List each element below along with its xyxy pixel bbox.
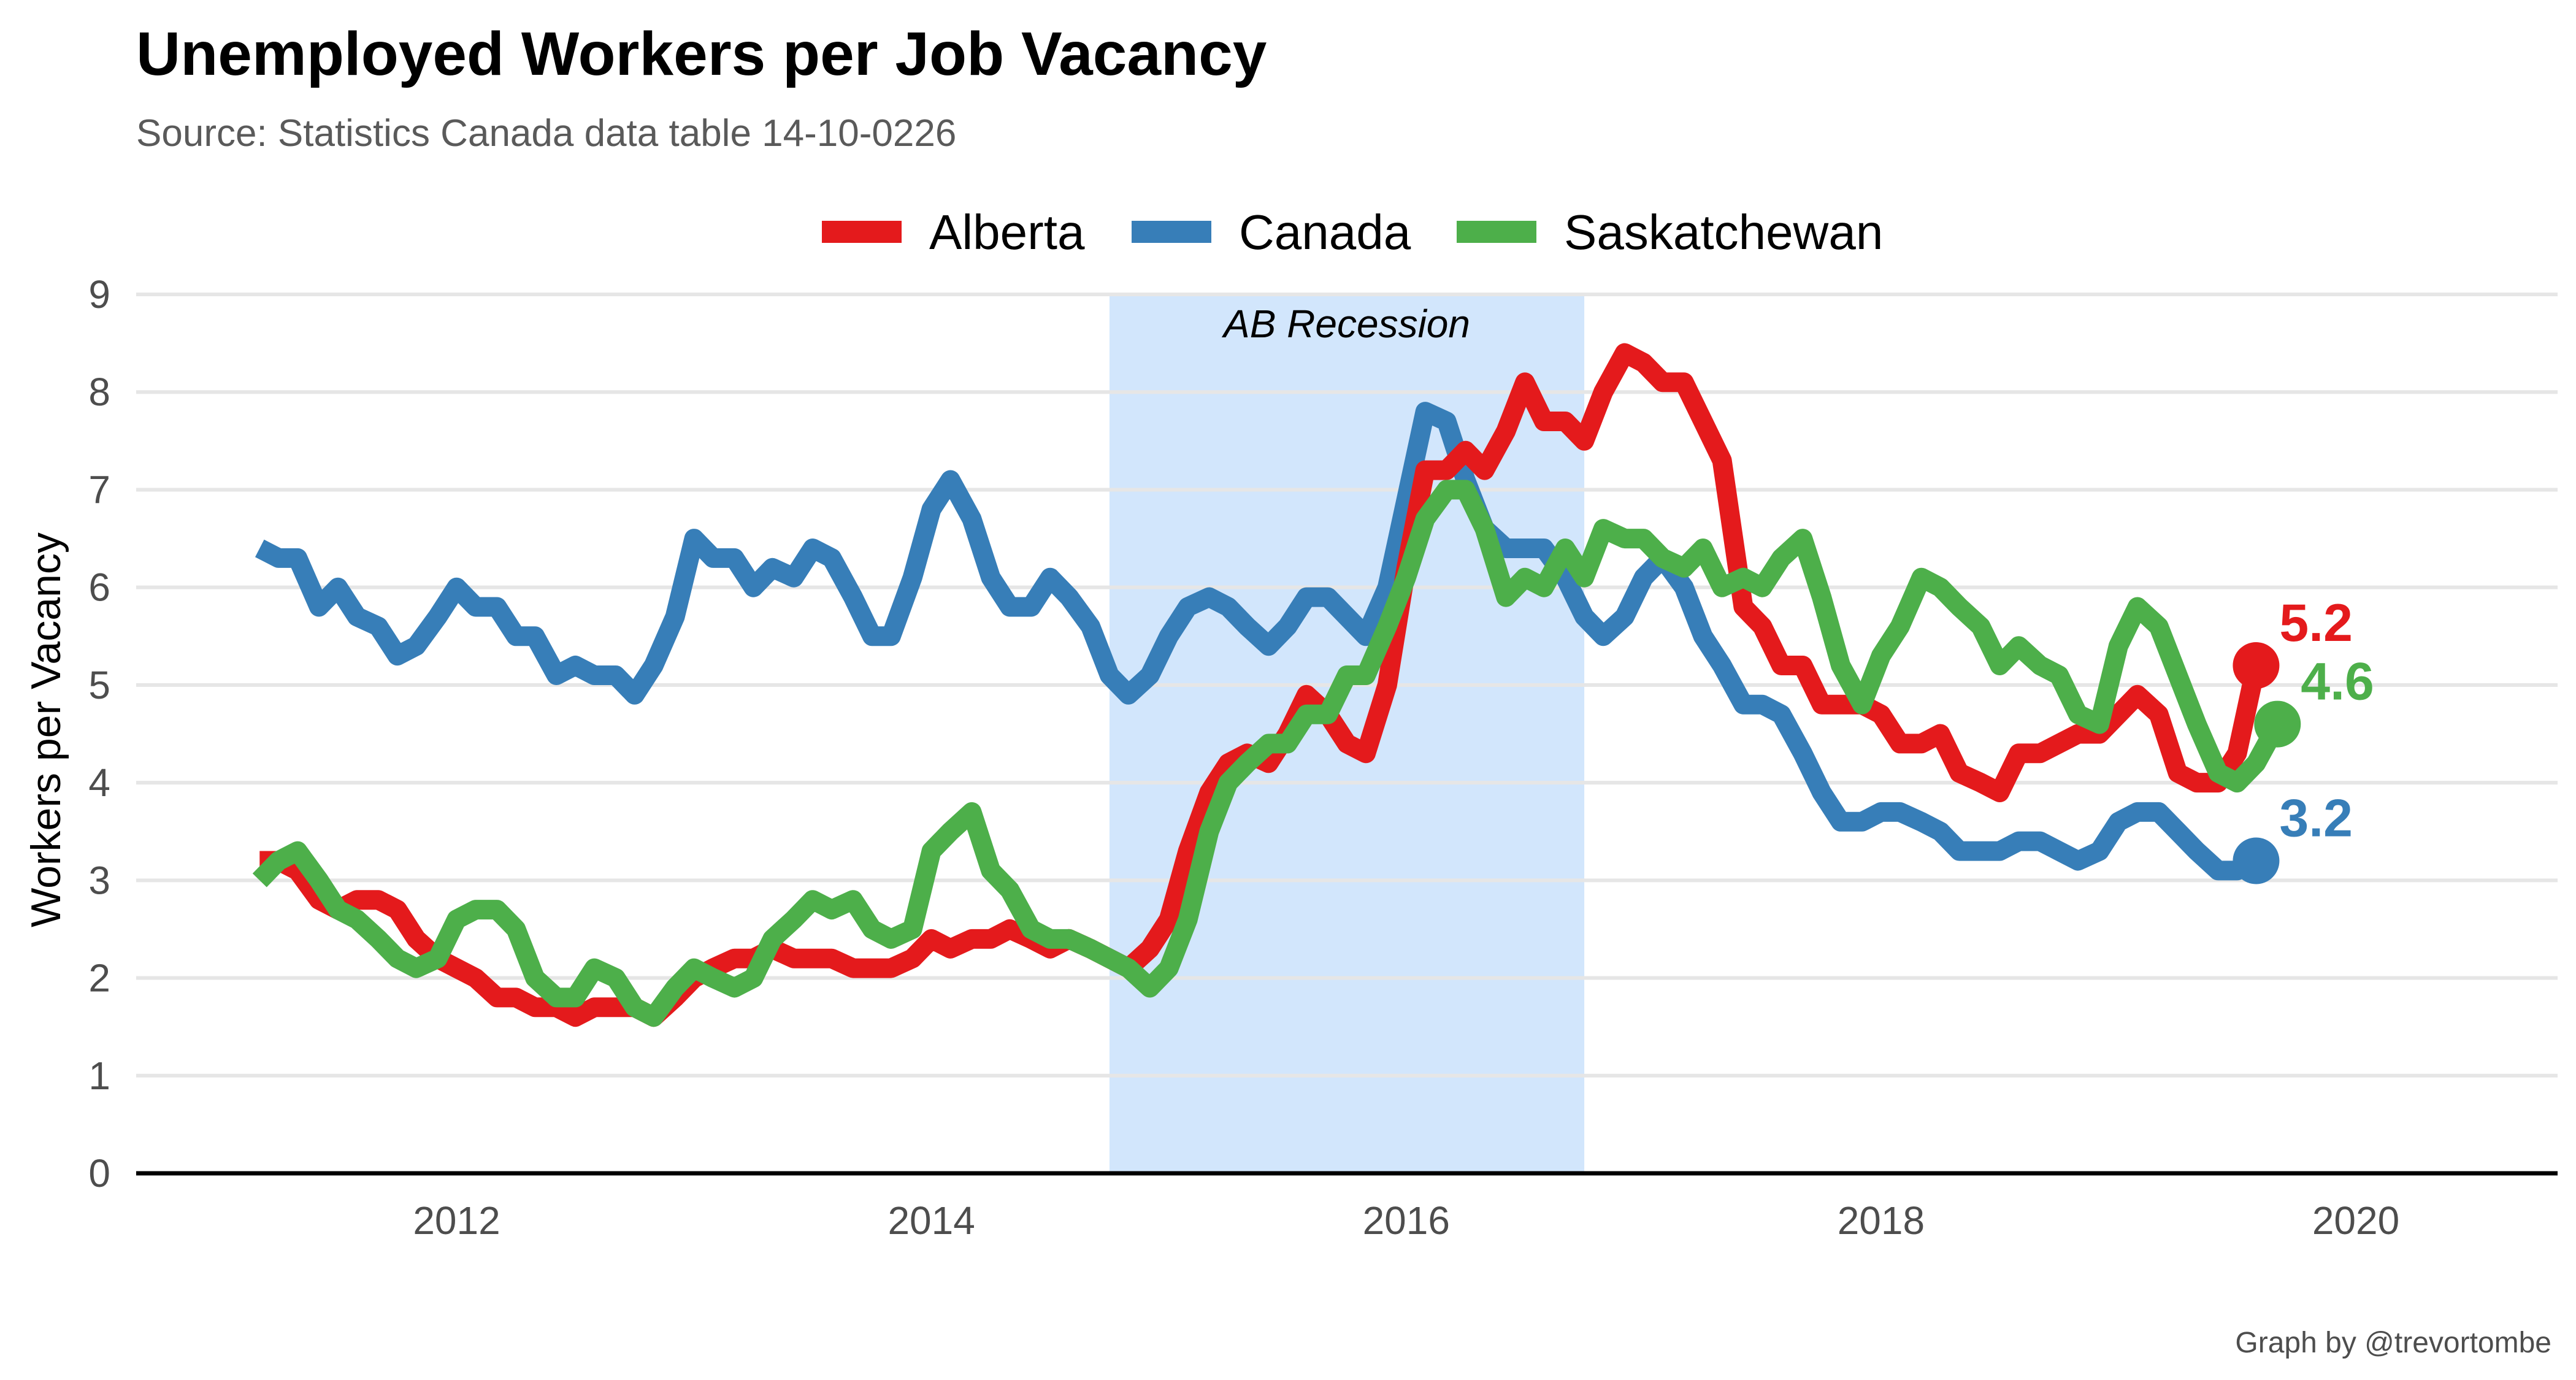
legend-label-saskatchewan: Saskatchewan: [1564, 205, 1883, 259]
legend-label-canada: Canada: [1239, 205, 1411, 259]
series-layer: 3.2 5.24.6: [252, 343, 2374, 1027]
series-end-label-alberta: 5.2: [2279, 594, 2353, 653]
chart-title: Unemployed Workers per Job Vacancy: [136, 20, 1267, 88]
x-tick-label: 2020: [2312, 1198, 2399, 1243]
y-axis-title: Workers per Vacancy: [23, 532, 69, 927]
legend: Alberta Canada Saskatchewan: [822, 205, 1883, 259]
series-line-saskatchewan: [252, 480, 2287, 1027]
axes: 0 1 2 3 4 5 6 7 8 9 2012 2014 2016 2018 2020: [88, 272, 2558, 1243]
x-tick-label: 2014: [887, 1198, 975, 1243]
x-tick-label: 2016: [1363, 1198, 1450, 1243]
recession-annotation: AB Recession: [1221, 302, 1470, 346]
legend-label-alberta: Alberta: [929, 205, 1085, 259]
y-tick-label: 2: [88, 956, 110, 1000]
y-tick-label: 1: [88, 1054, 110, 1098]
series-line-canada: [255, 402, 2261, 881]
series-endpoint-canada: [2233, 837, 2280, 884]
y-tick-label: 9: [88, 272, 110, 316]
series-end-label-canada: 3.2: [2279, 789, 2353, 848]
x-tick-label: 2012: [413, 1198, 500, 1243]
y-tick-label: 7: [88, 467, 110, 512]
series-endpoint-saskatchewan: [2254, 700, 2301, 748]
x-tick-label: 2018: [1838, 1198, 1925, 1243]
y-tick-label: 4: [88, 761, 110, 805]
y-tick-label: 0: [88, 1151, 110, 1195]
series-endpoint-alberta: [2233, 642, 2280, 689]
y-tick-label: 3: [88, 858, 110, 902]
y-tick-label: 5: [88, 663, 110, 707]
chart-subtitle: Source: Statistics Canada data table 14-…: [136, 112, 956, 155]
chart-caption: Graph by @trevortombe: [2235, 1327, 2551, 1359]
series-end-label-saskatchewan: 4.6: [2301, 653, 2374, 711]
y-tick-label: 6: [88, 565, 110, 610]
y-tick-label: 8: [88, 370, 110, 414]
